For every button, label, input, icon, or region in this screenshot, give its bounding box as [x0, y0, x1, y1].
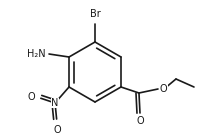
Text: H₂N: H₂N [27, 49, 46, 59]
Text: Br: Br [90, 9, 100, 19]
Text: O: O [136, 116, 144, 126]
Text: O: O [53, 125, 61, 135]
Text: O: O [27, 92, 35, 102]
Text: N: N [51, 98, 59, 108]
Text: O: O [160, 84, 168, 94]
